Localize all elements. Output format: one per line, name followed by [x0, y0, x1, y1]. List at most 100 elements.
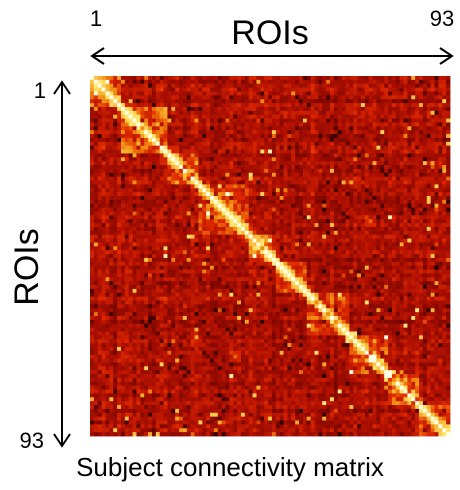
heatmap-cell [407, 99, 412, 104]
heatmap-cell [171, 215, 176, 220]
heatmap-cell [283, 242, 288, 247]
heatmap-cell [345, 145, 350, 150]
heatmap-cell [159, 281, 164, 286]
heatmap-cell [182, 219, 188, 224]
heatmap-cell [438, 157, 443, 162]
heatmap-cell [113, 219, 118, 224]
heatmap-cell [124, 76, 130, 81]
heatmap-cell [194, 76, 199, 81]
heatmap-cell [434, 79, 439, 85]
heatmap-cell [268, 238, 273, 243]
heatmap-cell [252, 238, 257, 243]
heatmap-cell [179, 122, 184, 127]
heatmap-cell [206, 153, 211, 158]
heatmap-cell [326, 76, 331, 81]
heatmap-cell [446, 269, 451, 274]
heatmap-cell [109, 261, 114, 267]
heatmap-cell [306, 184, 312, 189]
heatmap-cell [330, 83, 335, 89]
heatmap-cell [388, 180, 393, 185]
heatmap-cell [248, 168, 253, 174]
heatmap-cell [330, 188, 335, 193]
heatmap-cell [190, 149, 195, 154]
heatmap-cell [388, 99, 393, 104]
heatmap-cell [148, 157, 153, 162]
heatmap-cell [345, 168, 350, 174]
heatmap-cell [368, 226, 373, 232]
heatmap-cell [225, 79, 230, 85]
heatmap-cell [360, 215, 366, 220]
heatmap-cell [391, 207, 397, 212]
heatmap-cell [256, 110, 261, 116]
heatmap-cell [268, 168, 273, 174]
heatmap-cell [252, 145, 257, 150]
heatmap-cell [117, 211, 122, 216]
heatmap-cell [113, 238, 118, 243]
heatmap-cell [310, 215, 315, 220]
heatmap-cell [399, 277, 404, 282]
heatmap-cell [446, 238, 451, 243]
heatmap-cell [93, 180, 99, 185]
heatmap-cell [120, 95, 126, 100]
heatmap-cell [419, 199, 424, 205]
heatmap-cell [151, 234, 157, 239]
heatmap-cell [240, 261, 246, 267]
heatmap-cell [175, 246, 180, 251]
heatmap-cell [353, 122, 358, 127]
heatmap-cell [353, 153, 358, 158]
heatmap-cell [155, 277, 161, 282]
heatmap-cell [368, 172, 373, 178]
heatmap-cell [299, 230, 304, 236]
heatmap-cell [353, 196, 358, 201]
heatmap-cell [403, 172, 408, 178]
heatmap-cell [124, 281, 130, 286]
heatmap-cell [132, 234, 137, 239]
heatmap-cell [120, 203, 126, 209]
heatmap-cell [426, 238, 432, 243]
heatmap-cell [268, 246, 273, 251]
heatmap-cell [120, 99, 126, 104]
heatmap-cell [136, 130, 141, 135]
heatmap-cell [221, 242, 226, 247]
heatmap-cell [310, 281, 315, 286]
heatmap-cell [299, 83, 304, 89]
heatmap-cell [171, 199, 176, 205]
heatmap-cell [430, 277, 435, 282]
heatmap-cell [291, 226, 296, 232]
heatmap-cell [384, 203, 389, 209]
heatmap-cell [124, 207, 130, 212]
heatmap-cell [155, 238, 161, 243]
heatmap-cell [105, 87, 110, 92]
heatmap-cell [225, 226, 230, 232]
heatmap-cell [117, 176, 122, 181]
heatmap-cell [322, 157, 327, 162]
heatmap-cell [237, 207, 242, 212]
heatmap-cell [391, 76, 397, 81]
heatmap-cell [330, 180, 335, 185]
heatmap-cell [306, 91, 312, 96]
heatmap-cell [240, 207, 246, 212]
heatmap-cell [124, 165, 130, 170]
heatmap-cell [217, 165, 223, 170]
heatmap-cell [117, 265, 122, 270]
heatmap-cell [202, 137, 207, 143]
heatmap-cell [279, 207, 284, 212]
heatmap-cell [330, 230, 335, 236]
heatmap-cell [182, 99, 188, 104]
heatmap-cell [318, 215, 323, 220]
heatmap-cell [415, 99, 420, 104]
heatmap-cell [299, 126, 304, 131]
heatmap-cell [151, 176, 157, 181]
heatmap-cell [295, 99, 300, 104]
heatmap-cell [283, 269, 288, 274]
heatmap-cell [97, 153, 103, 158]
heatmap-cell [411, 122, 416, 127]
heatmap-cell [202, 269, 207, 274]
heatmap-cell [109, 265, 114, 270]
heatmap-cell [171, 180, 176, 185]
heatmap-cell [271, 87, 277, 92]
heatmap-cell [438, 110, 443, 116]
heatmap-cell [299, 281, 304, 286]
heatmap-cell [341, 254, 346, 259]
heatmap-cell [430, 83, 435, 89]
